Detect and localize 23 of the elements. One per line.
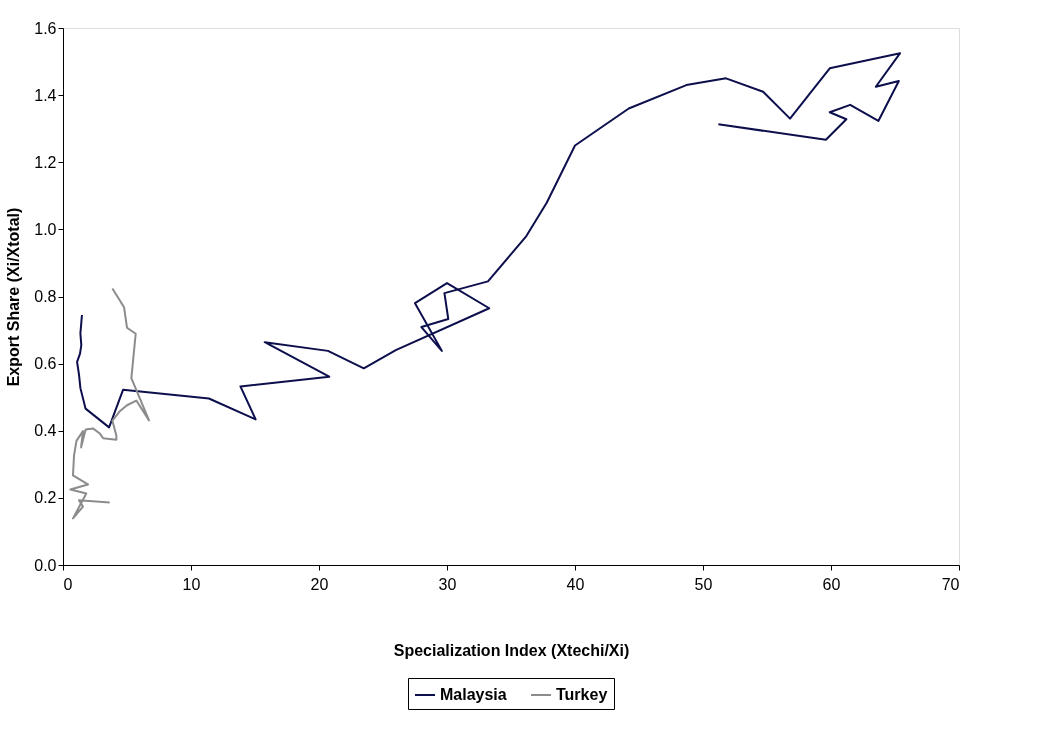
y-tick-label: 1.4 — [34, 86, 57, 104]
y-tick-label: 1.2 — [34, 153, 57, 171]
legend-label: Turkey — [556, 686, 608, 703]
line-series — [76, 52, 902, 429]
x-tick-label: 60 — [822, 575, 841, 593]
x-tick-label: 30 — [438, 575, 457, 593]
y-tick-label: 1.6 — [34, 19, 57, 37]
x-tick-label: 0 — [63, 575, 73, 593]
x-tick-label: 50 — [694, 575, 713, 593]
y-axis-title: Export Share (Xi/Xtotal) — [5, 207, 23, 387]
y-tick-label: 0.4 — [34, 422, 57, 440]
line-series — [69, 287, 151, 520]
y-tick-label: 0.0 — [34, 556, 57, 574]
x-tick-label: 40 — [566, 575, 585, 593]
y-tick-label: 0.2 — [34, 489, 57, 507]
y-tick-label: 0.6 — [34, 355, 57, 373]
x-tick-label: 70 — [941, 575, 960, 593]
x-tick-label: 10 — [182, 575, 201, 593]
x-tick-label: 20 — [310, 575, 329, 593]
legend-label: Malaysia — [440, 686, 507, 703]
y-tick-label: 1.0 — [34, 220, 57, 238]
x-axis-title: Specialization Index (Xtechi/Xi) — [393, 641, 630, 659]
y-tick-label: 0.8 — [34, 288, 57, 305]
